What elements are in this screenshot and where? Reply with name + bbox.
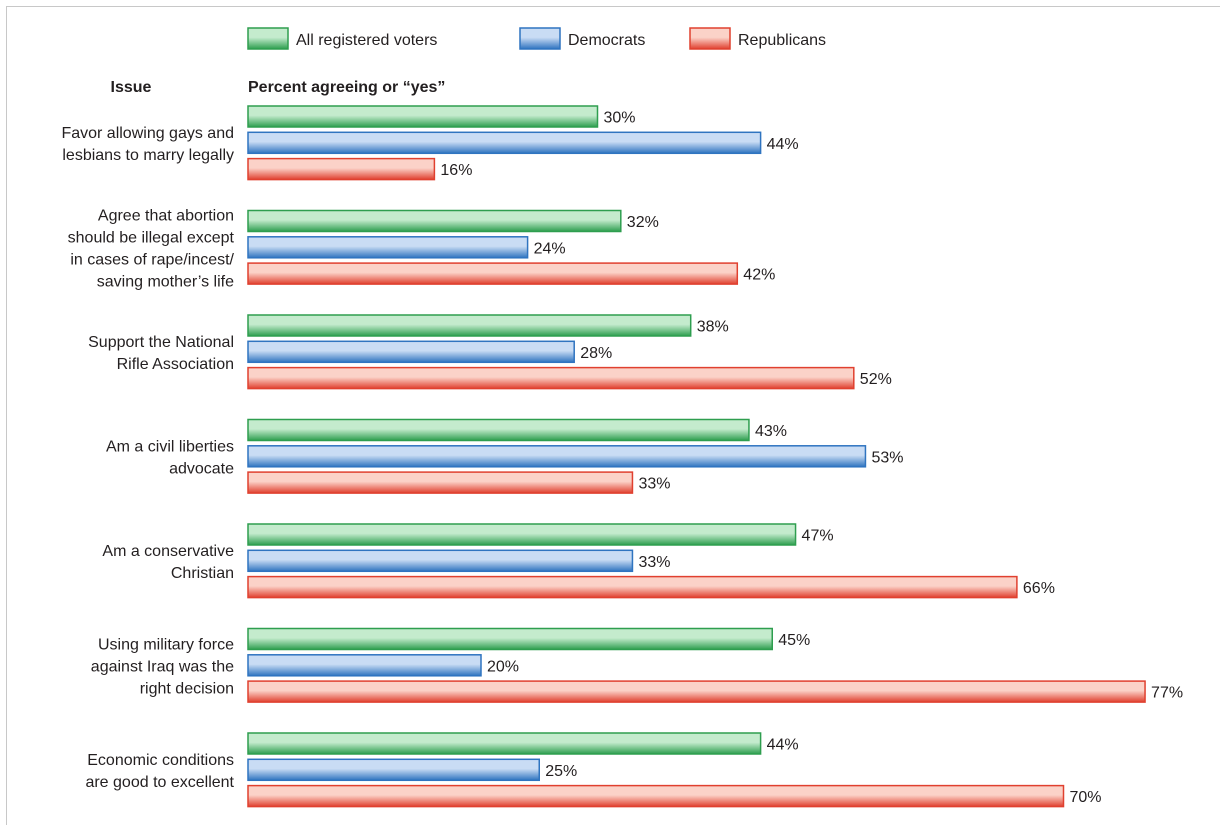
bar [247,131,762,155]
chart-frame [6,6,1220,825]
category-label: Support the National Rifle Association [88,334,234,373]
data-label: 24% [534,240,566,257]
bar [247,471,634,494]
data-label: 70% [1070,789,1102,806]
category-header: Issue [111,79,152,96]
category-label: Am a conservative Christian [102,543,234,582]
legend-label: Republicans [738,32,826,49]
data-label: 30% [604,110,636,127]
value-header: Percent agreeing or “yes” [248,79,445,96]
category-label: Using military force against Iraq was the… [91,636,234,697]
data-label: 28% [580,345,612,362]
bar [247,445,867,468]
bar [247,575,1018,599]
data-label: 20% [487,658,519,675]
data-label: 25% [545,763,577,780]
bar [247,157,436,181]
bar [247,732,762,755]
bar [247,627,773,651]
category-label: Am a civil liberties advocate [106,438,234,477]
legend-item: Republicans [689,27,826,50]
data-label: 32% [627,214,659,231]
bar [247,784,1065,808]
data-label: 77% [1151,685,1183,702]
data-label: 16% [440,162,472,179]
data-label: 42% [743,267,775,284]
bar [247,236,529,259]
bar [247,654,482,677]
legend: All registered voters Democrats Republican… [247,27,826,50]
category-group: Support the National Rifle Association 38%… [88,314,892,390]
legend-swatch [689,27,731,50]
category-group: Economic conditions are good to excellent… [85,732,1102,808]
data-label: 52% [860,371,892,388]
data-label: 33% [638,476,670,493]
data-label: 33% [638,554,670,571]
data-label: 66% [1023,580,1055,597]
category-group: Am a conservative Christian 47% 33% 66% [102,523,1055,599]
bar [247,549,634,573]
legend-label: Democrats [568,32,645,49]
bar [247,209,622,233]
category-label: Economic conditions are good to excellent [85,752,234,791]
legend-swatch [247,27,289,50]
data-label: 38% [697,319,729,336]
legend-label: All registered voters [296,32,437,49]
category-label: Favor allowing gays and lesbians to marry… [61,125,234,164]
bar [247,758,540,782]
category-label: Agree that abortion should be illegal exc… [68,207,235,290]
data-label: 44% [767,136,799,153]
data-label: 43% [755,423,787,440]
category-group: Am a civil liberties advocate 43% 53% 33% [106,418,903,494]
bar [247,366,855,390]
data-label: 47% [802,528,834,545]
plot-area: Favor allowing gays and lesbians to marry… [61,105,1183,808]
legend-item: Democrats [519,27,645,50]
bar [247,418,750,442]
category-group: Agree that abortion should be illegal exc… [68,207,776,290]
bar [247,340,575,364]
data-label: 44% [767,737,799,754]
legend-swatch [519,27,561,50]
bar [247,523,797,546]
bar [247,105,599,128]
data-label: 53% [871,449,903,466]
bar [247,680,1146,703]
legend-item: All registered voters [247,27,437,50]
bar [247,314,692,337]
bar [247,262,739,285]
category-group: Using military force against Iraq was the… [91,627,1183,703]
data-label: 45% [778,632,810,649]
category-group: Favor allowing gays and lesbians to marry… [61,105,799,181]
